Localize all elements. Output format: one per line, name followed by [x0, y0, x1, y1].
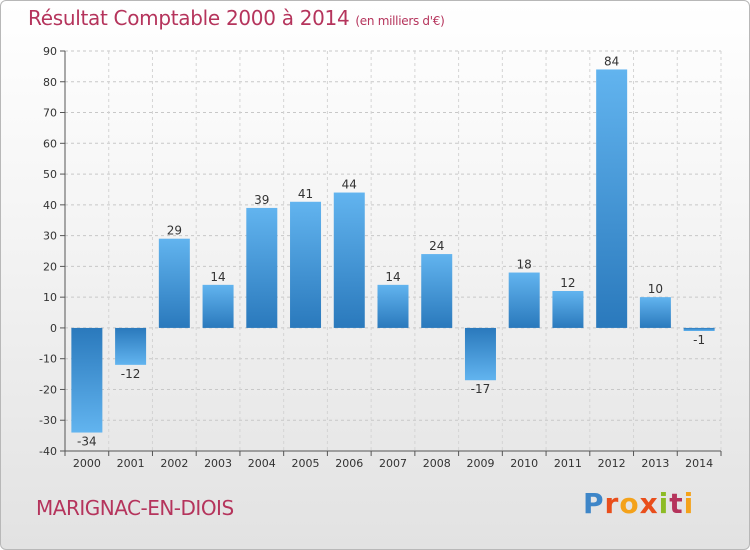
x-tick-label: 2009 [466, 457, 494, 470]
data-label-2008: 24 [429, 239, 444, 253]
bar-2008 [421, 254, 453, 328]
location-name: MARIGNAC-EN-DIOIS [36, 496, 234, 520]
y-tick-label: 50 [43, 168, 57, 181]
bar-2005 [290, 201, 322, 328]
data-label-2000: -34 [77, 435, 97, 449]
x-tick-label: 2008 [423, 457, 451, 470]
y-tick-label: 80 [43, 76, 57, 89]
data-label-2014: -1 [693, 333, 705, 347]
y-tick-label: 10 [43, 291, 57, 304]
labels: -40 -30 -20 -10 0 10 20 30 40 50 60 70 80 90 2000 -34 20… [39, 45, 713, 470]
y-tick-label: 60 [43, 137, 57, 150]
data-label-2001: -12 [121, 367, 141, 381]
data-label-2002: 29 [167, 224, 182, 238]
y-tick-label: 90 [43, 45, 57, 58]
bar-2010 [508, 272, 540, 328]
x-tick-label: 2006 [335, 457, 363, 470]
chart-unit: (en milliers d'€) [355, 14, 445, 28]
x-tick-label: 2001 [117, 457, 145, 470]
bars [71, 69, 715, 433]
data-label-2010: 18 [517, 258, 532, 272]
x-tick-label: 2005 [292, 457, 320, 470]
bar-2013 [639, 297, 671, 328]
data-label-2011: 12 [560, 276, 575, 290]
y-tick-label: 0 [50, 322, 57, 335]
data-label-2003: 14 [210, 270, 225, 284]
y-tick-label: -40 [39, 445, 57, 458]
data-label-2009: -17 [471, 382, 491, 396]
bar-2007 [377, 284, 409, 328]
x-tick-label: 2013 [641, 457, 669, 470]
axes [60, 50, 722, 456]
y-tick-label: 40 [43, 199, 57, 212]
data-label-2004: 39 [254, 193, 269, 207]
x-tick-label: 2004 [248, 457, 276, 470]
data-label-2012: 84 [604, 54, 619, 68]
x-tick-label: 2012 [598, 457, 626, 470]
x-tick-label: 2000 [73, 457, 101, 470]
x-tick-label: 2007 [379, 457, 407, 470]
data-label-2005: 41 [298, 187, 313, 201]
bar-2014 [683, 327, 715, 331]
data-label-2007: 14 [385, 270, 400, 284]
bar-2001 [115, 327, 147, 365]
proxiti-logo: Proxiti [583, 487, 695, 520]
bar-2002 [158, 238, 190, 328]
x-tick-label: 2010 [510, 457, 538, 470]
bar-2003 [202, 284, 234, 328]
x-tick-label: 2003 [204, 457, 232, 470]
chart-title-text: Résultat Comptable 2000 à 2014 [28, 6, 350, 30]
y-tick-label: 70 [43, 107, 57, 120]
bar-2004 [246, 207, 278, 328]
data-label-2006: 44 [342, 178, 357, 192]
y-tick-label: -30 [39, 414, 57, 427]
y-tick-label: -10 [39, 353, 57, 366]
bar-2006 [333, 192, 365, 328]
x-tick-label: 2014 [685, 457, 713, 470]
bar-2011 [552, 291, 584, 328]
bar-2009 [464, 327, 496, 381]
chart-title: Résultat Comptable 2000 à 2014 (en millie… [28, 6, 445, 30]
x-tick-label: 2002 [160, 457, 188, 470]
y-tick-label: 30 [43, 230, 57, 243]
y-tick-label: 20 [43, 260, 57, 273]
data-label-2013: 10 [648, 282, 663, 296]
y-tick-label: -20 [39, 383, 57, 396]
x-tick-label: 2011 [554, 457, 582, 470]
bar-2012 [596, 69, 628, 328]
bar-2000 [71, 327, 103, 433]
